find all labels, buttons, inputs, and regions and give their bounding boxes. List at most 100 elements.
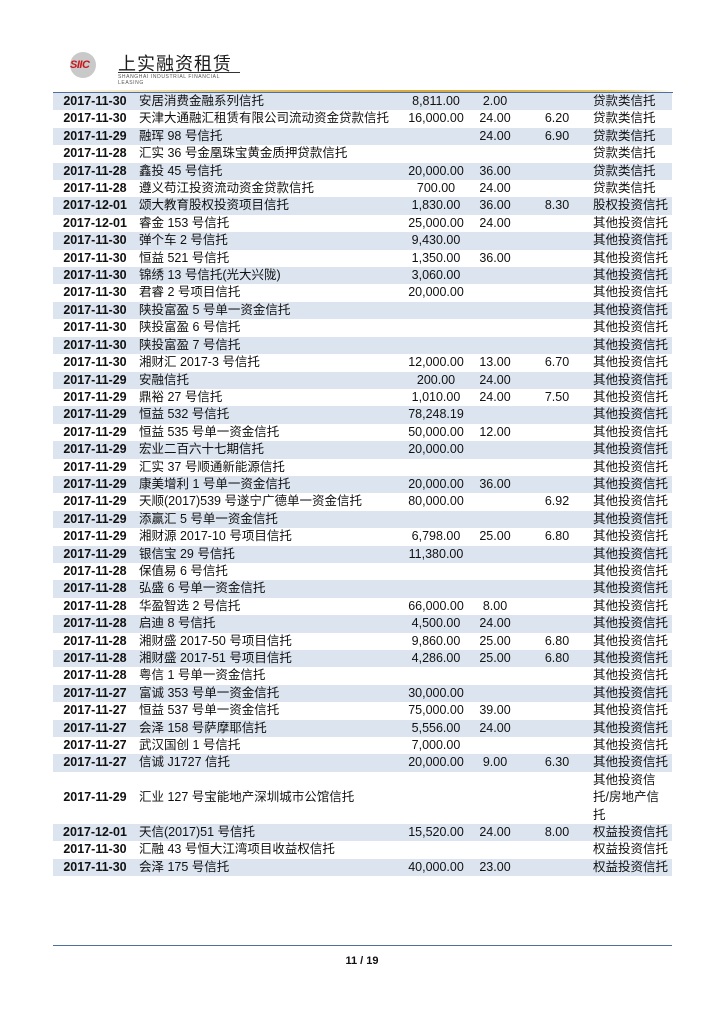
table-row: 2017-11-30 恒益 521 号信托 1,350.00 36.00 其他投资信托	[53, 250, 672, 267]
cell-yield	[517, 267, 579, 285]
cell-product-name: 信诚 J1727 信托	[137, 754, 399, 772]
cell-yield	[517, 93, 579, 111]
table-row: 2017-11-28 鑫投 45 号信托 20,000.00 36.00 贷款类信托	[53, 162, 672, 181]
cell-amount: 15,520.00	[399, 824, 473, 842]
cell-amount: 20,000.00	[408, 285, 464, 300]
cell-date: 2017-11-28	[63, 668, 127, 683]
cell-term: 24.00	[473, 824, 517, 842]
cell-yield	[517, 215, 579, 232]
cell-product-name: 天津大通融汇租赁有限公司流动资金贷款信托	[139, 111, 390, 126]
cell-term: 24.00	[479, 181, 511, 196]
cell-type: 其他投资信托	[593, 250, 669, 265]
cell-yield	[517, 510, 579, 529]
cell-amount	[399, 145, 473, 162]
cell-product-name: 弘盛 6 号单一资金信托	[137, 580, 399, 598]
cell-type: 其他投资信托	[579, 301, 672, 320]
cell-date: 2017-11-28	[53, 162, 137, 181]
table-row: 2017-11-28 弘盛 6 号单一资金信托 其他投资信托	[53, 580, 672, 598]
cell-amount: 16,000.00	[408, 111, 464, 126]
cell-yield	[517, 441, 579, 459]
cell-date: 2017-11-30	[63, 320, 127, 335]
cell-term	[473, 684, 517, 703]
cell-amount: 78,248.19	[399, 406, 473, 424]
cell-yield: 8.00	[517, 824, 579, 842]
cell-date: 2017-11-30	[53, 267, 137, 285]
cell-amount: 40,000.00	[399, 858, 473, 877]
cell-yield: 6.30	[517, 754, 579, 772]
cell-product-name: 富诚 353 号单一资金信托	[137, 684, 399, 703]
cell-term: 24.00	[473, 719, 517, 738]
cell-product-name: 融珲 98 号信托	[137, 127, 399, 146]
cell-amount	[399, 772, 473, 824]
cell-yield	[517, 841, 579, 858]
cell-term	[473, 580, 517, 598]
table-row: 2017-12-01 睿金 153 号信托 25,000.00 24.00 其他投资信托	[53, 215, 672, 232]
cell-term	[473, 545, 517, 563]
cell-date: 2017-11-30	[53, 232, 137, 250]
cell-type: 权益投资信托	[593, 842, 669, 857]
cell-date: 2017-11-30	[53, 858, 137, 877]
cell-product-name: 汇实 36 号金凰珠宝黄金质押贷款信托	[139, 146, 348, 161]
cell-yield: 6.80	[544, 633, 570, 648]
trust-products-table: 2017-11-30 安居消费金融系列信托 8,811.00 2.00 贷款类信托 201…	[53, 93, 672, 877]
cell-amount: 7,000.00	[411, 738, 461, 753]
cell-amount: 25,000.00	[408, 215, 464, 230]
cell-type: 其他投资信托	[593, 285, 669, 300]
cell-yield	[517, 406, 579, 424]
table-row: 2017-12-01 天信(2017)51 号信托 15,520.00 24.00 8.…	[53, 824, 672, 842]
cell-type: 其他投资信托	[579, 545, 672, 563]
cell-product-name: 湘财汇 2017-3 号信托	[139, 355, 260, 370]
table-row: 2017-11-30 汇融 43 号恒大江湾项目收益权信托 权益投资信托	[53, 841, 672, 858]
table-row: 2017-11-29 汇实 37 号顺通新能源信托 其他投资信托	[53, 459, 672, 476]
cell-type: 其他投资信托	[593, 633, 669, 648]
cell-amount: 4,500.00	[399, 615, 473, 633]
cell-type: 其他投资信托	[593, 598, 669, 613]
table-row: 2017-11-27 会泽 158 号萨摩耶信托 5,556.00 24.00 其他投资…	[53, 719, 672, 738]
cell-product-name: 锦绣 13 号信托(光大兴陇)	[137, 267, 399, 285]
logo-badge	[70, 52, 96, 78]
table-row: 2017-11-30 锦绣 13 号信托(光大兴陇) 3,060.00 其他投资信托	[53, 267, 672, 285]
table-row: 2017-11-29 银信宝 29 号信托 11,380.00 其他投资信托	[53, 545, 672, 563]
cell-term: 39.00	[479, 703, 511, 718]
cell-date: 2017-12-01	[53, 824, 137, 842]
cell-term: 12.00	[479, 424, 511, 439]
table-row: 2017-11-30 湘财汇 2017-3 号信托 12,000.00 13.00 6.…	[53, 354, 672, 371]
cell-type: 其他投资信托	[593, 563, 669, 578]
table-body: 2017-11-30 安居消费金融系列信托 8,811.00 2.00 贷款类信托 201…	[53, 93, 672, 877]
table-row: 2017-11-28 湘财盛 2017-50 号项目信托 9,860.00 25.00…	[53, 633, 672, 650]
cell-product-name: 添赢汇 5 号单一资金信托	[137, 510, 399, 529]
cell-amount: 1,830.00	[399, 197, 473, 215]
cell-date: 2017-11-27	[53, 754, 137, 772]
cell-amount	[399, 459, 473, 476]
cell-term	[473, 441, 517, 459]
cell-amount: 75,000.00	[408, 703, 464, 718]
cell-term	[473, 737, 517, 754]
table-row: 2017-11-27 富诚 353 号单一资金信托 30,000.00 其他投资信托	[53, 684, 672, 703]
table-row: 2017-11-30 安居消费金融系列信托 8,811.00 2.00 贷款类信托	[53, 93, 672, 111]
cell-yield	[517, 667, 579, 684]
cell-product-name: 弹个车 2 号信托	[137, 232, 399, 250]
cell-date: 2017-11-29	[53, 545, 137, 563]
cell-amount	[399, 580, 473, 598]
cell-date: 2017-11-30	[63, 842, 127, 857]
table-row: 2017-11-29 鼎裕 27 号信托 1,010.00 24.00 7.50 其他投资…	[53, 389, 672, 406]
cell-term	[473, 267, 517, 285]
table-row: 2017-11-28 粤信 1 号单一资金信托 其他投资信托	[53, 667, 672, 684]
cell-term	[473, 145, 517, 162]
cell-product-name: 湘财源 2017-10 号项目信托	[139, 529, 292, 544]
cell-yield	[517, 545, 579, 563]
cell-date: 2017-11-29	[63, 790, 127, 805]
table-row: 2017-11-29 湘财源 2017-10 号项目信托 6,798.00 25.00…	[53, 528, 672, 545]
cell-type: 贷款类信托	[579, 127, 672, 146]
table-row: 2017-11-28 湘财盛 2017-51 号项目信托 4,286.00 25.00…	[53, 650, 672, 668]
cell-yield	[517, 145, 579, 162]
table-row: 2017-11-29 汇业 127 号宝能地产深圳城市公馆信托 其他投资信托/房地产…	[53, 772, 672, 824]
cell-date: 2017-11-28	[63, 598, 127, 613]
cell-type: 其他投资信托	[593, 215, 669, 230]
cell-term	[473, 232, 517, 250]
cell-yield	[517, 424, 579, 441]
page-number: 11 / 19	[345, 955, 379, 967]
cell-type: 其他投资信托	[579, 510, 672, 529]
table-row: 2017-11-30 君睿 2 号项目信托 20,000.00 其他投资信托	[53, 284, 672, 301]
cell-product-name: 华盈智选 2 号信托	[139, 598, 241, 613]
